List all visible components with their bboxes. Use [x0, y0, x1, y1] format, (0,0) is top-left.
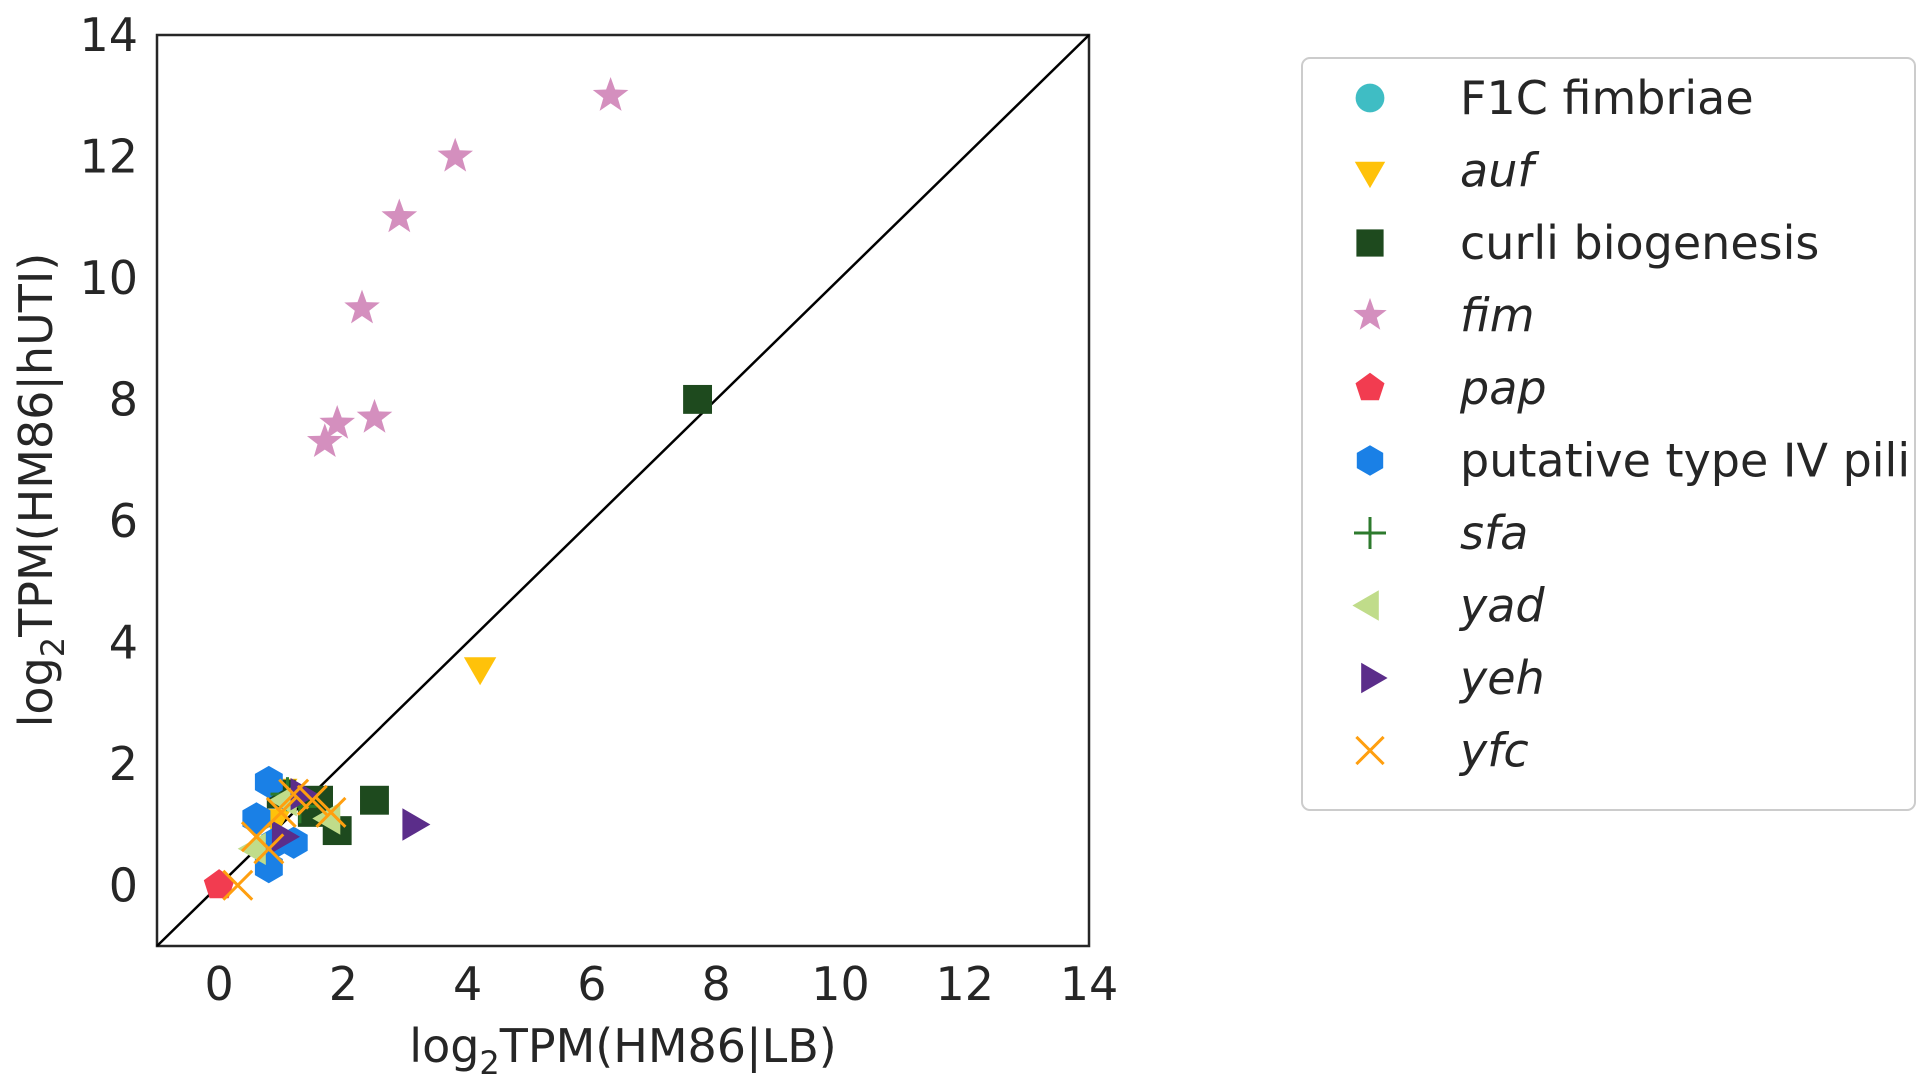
legend-label-fim: fim [1460, 289, 1535, 343]
legend-marker-curli-biogenesis [1356, 229, 1384, 257]
legend-label-yfc: yfc [1458, 724, 1529, 778]
legend-label-yad: yad [1458, 579, 1545, 633]
y-tick-label: 12 [79, 129, 138, 183]
y-tick-label: 10 [79, 251, 138, 305]
data-point-fim-1 [437, 137, 473, 172]
y-tick-label: 4 [109, 615, 138, 669]
data-point-yfc-4 [296, 784, 328, 816]
legend-marker-auf [1354, 161, 1386, 189]
data-point-yeh-0 [402, 808, 431, 841]
data-point-yfc-5 [315, 796, 347, 828]
x-tick-label: 4 [453, 957, 482, 1011]
y-tick-labels: 0 2 4 6 8 10 12 14 [79, 8, 138, 912]
x-tick-label: 8 [702, 957, 731, 1011]
legend: F1C fimbriae auf curli biogenesis fim pap put… [1301, 57, 1916, 811]
data-point-fim-0 [592, 77, 629, 111]
x-tick-labels: 0 2 4 6 8 10 12 14 [204, 957, 1118, 1011]
x-tick-label: 6 [577, 957, 606, 1011]
data-point-fim-6 [307, 423, 343, 457]
x-tick-label: 10 [811, 957, 870, 1011]
legend-marker-pap [1355, 372, 1385, 401]
legend-label-putative-type-iv-pili: putative type IV pili [1460, 434, 1910, 488]
plot-frame [155, 33, 1091, 948]
x-tick-label: 14 [1060, 957, 1119, 1011]
data-point-fim-4 [356, 398, 393, 433]
legend-label-auf: auf [1460, 144, 1539, 198]
data-point-yfc-3 [278, 778, 310, 810]
legend-marker-sfa [1354, 517, 1386, 549]
data-point-yfc-2 [253, 833, 285, 865]
legend-label-sfa: sfa [1460, 506, 1528, 560]
marks-layer [203, 77, 713, 901]
y-tick-label: 6 [109, 494, 138, 548]
data-point-yfc-0 [222, 869, 254, 901]
x-tick-label: 0 [204, 957, 233, 1011]
legend-label-pap: pap [1459, 361, 1547, 415]
legend-label-curli-biogenesis: curli biogenesis [1460, 216, 1819, 270]
legend-marker-yfc [1355, 735, 1385, 766]
y-tick-label: 14 [79, 8, 138, 62]
legend-label-yeh: yeh [1458, 651, 1545, 705]
y-tick-label: 0 [109, 858, 138, 912]
y-tick-label: 8 [109, 372, 138, 426]
legend-marker-f1c-fimbriae [1355, 83, 1385, 113]
legend-frame [1301, 57, 1916, 811]
data-point-fim-2 [381, 198, 418, 233]
data-point-putative-type-iv-pili-0 [254, 765, 283, 799]
data-point-putative-type-iv-pili-1 [242, 802, 271, 835]
legend-marker-yeh [1361, 662, 1388, 694]
data-point-curli-biogenesis-0 [683, 384, 713, 414]
data-point-yad-0 [237, 832, 266, 865]
legend-marker-yad [1352, 590, 1379, 621]
x-tick-label: 12 [935, 957, 994, 1011]
y-axis-label: log2TPM(HM86|hUTI) [9, 253, 72, 728]
legend-marker-fim [1353, 297, 1387, 330]
data-point-fim-3 [344, 289, 380, 324]
legend-marker-putative-type-iv-pili [1356, 445, 1384, 476]
data-point-yeh-2 [271, 820, 300, 853]
x-tick-label: 2 [329, 957, 358, 1011]
data-point-fim-5 [319, 405, 355, 439]
data-point-auf-0 [463, 657, 497, 686]
y-tick-label: 2 [109, 737, 138, 791]
legend-label-f1c-fimbriae: F1C fimbriae [1460, 71, 1754, 125]
legend-entries: F1C fimbriae auf curli biogenesis fim pap put… [1352, 71, 1910, 778]
data-point-yfc-6 [265, 796, 297, 828]
x-axis-label: log2TPM(HM86|LB) [409, 1019, 836, 1082]
data-point-curli-biogenesis-1 [360, 785, 389, 815]
